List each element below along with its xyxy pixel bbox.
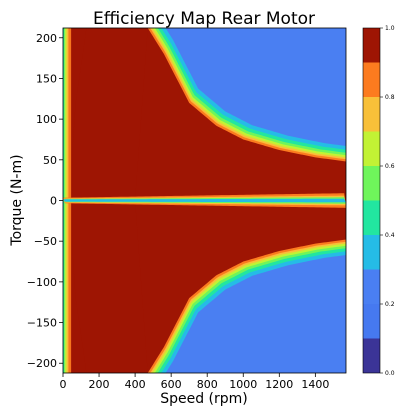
zero-torque-band-3 <box>63 198 346 203</box>
colorbar-level <box>363 200 380 235</box>
core-fill-regen <box>72 200 148 373</box>
x-axis-ticks: 0 200 400 600 800 1000 1200 1400 <box>60 373 329 391</box>
colorbar-level <box>363 269 380 304</box>
y-tick-label: −200 <box>27 357 57 370</box>
x-tick-label: 1000 <box>229 378 257 391</box>
colorbar-level <box>363 166 380 201</box>
y-tick-label: −100 <box>27 276 57 289</box>
colorbar-level <box>363 338 380 373</box>
x-tick-label: 1200 <box>265 378 293 391</box>
colorbar: 1.0 0.8 0.6 0.4 0.2 0.0 <box>362 25 395 377</box>
colorbar-level <box>363 304 380 339</box>
colorbar-tick-label: 0.2 <box>385 301 395 308</box>
colorbar-level <box>363 62 380 97</box>
colorbar-level <box>363 28 380 63</box>
x-tick-label: 0 <box>60 378 67 391</box>
x-tick-label: 800 <box>197 378 218 391</box>
x-axis-label: Speed (rpm) <box>160 391 248 407</box>
core-fill-motoring <box>72 28 148 201</box>
colorbar-tick-label: 0.6 <box>385 163 395 170</box>
colorbar-level <box>363 97 380 132</box>
y-tick-label: −50 <box>34 235 57 248</box>
y-tick-label: 150 <box>36 72 57 85</box>
colorbar-level <box>363 235 380 270</box>
chart-title: Efficiency Map Rear Motor <box>93 9 315 29</box>
y-axis-ticks: 200 150 100 50 0 −50 −100 −150 −200 <box>27 32 63 370</box>
colorbar-tick-label: 1.0 <box>385 25 395 32</box>
colorbar-tick-label: 0.0 <box>385 370 395 377</box>
y-tick-label: −150 <box>27 317 57 330</box>
x-tick-label: 600 <box>161 378 182 391</box>
y-tick-label: 0 <box>50 195 57 208</box>
colorbar-tick-label: 0.8 <box>385 94 395 101</box>
y-tick-label: 200 <box>36 32 57 45</box>
x-tick-label: 200 <box>89 378 110 391</box>
colorbar-level <box>363 131 380 166</box>
plot-area <box>63 28 346 373</box>
low-speed-band-4 <box>63 28 65 373</box>
y-tick-label: 50 <box>43 154 57 167</box>
x-tick-label: 1400 <box>301 378 329 391</box>
y-tick-label: 100 <box>36 113 57 126</box>
y-axis-label: Torque (N-m) <box>9 154 25 246</box>
colorbar-frame <box>362 27 381 374</box>
x-tick-label: 400 <box>125 378 146 391</box>
colorbar-tick-label: 0.4 <box>385 232 395 239</box>
